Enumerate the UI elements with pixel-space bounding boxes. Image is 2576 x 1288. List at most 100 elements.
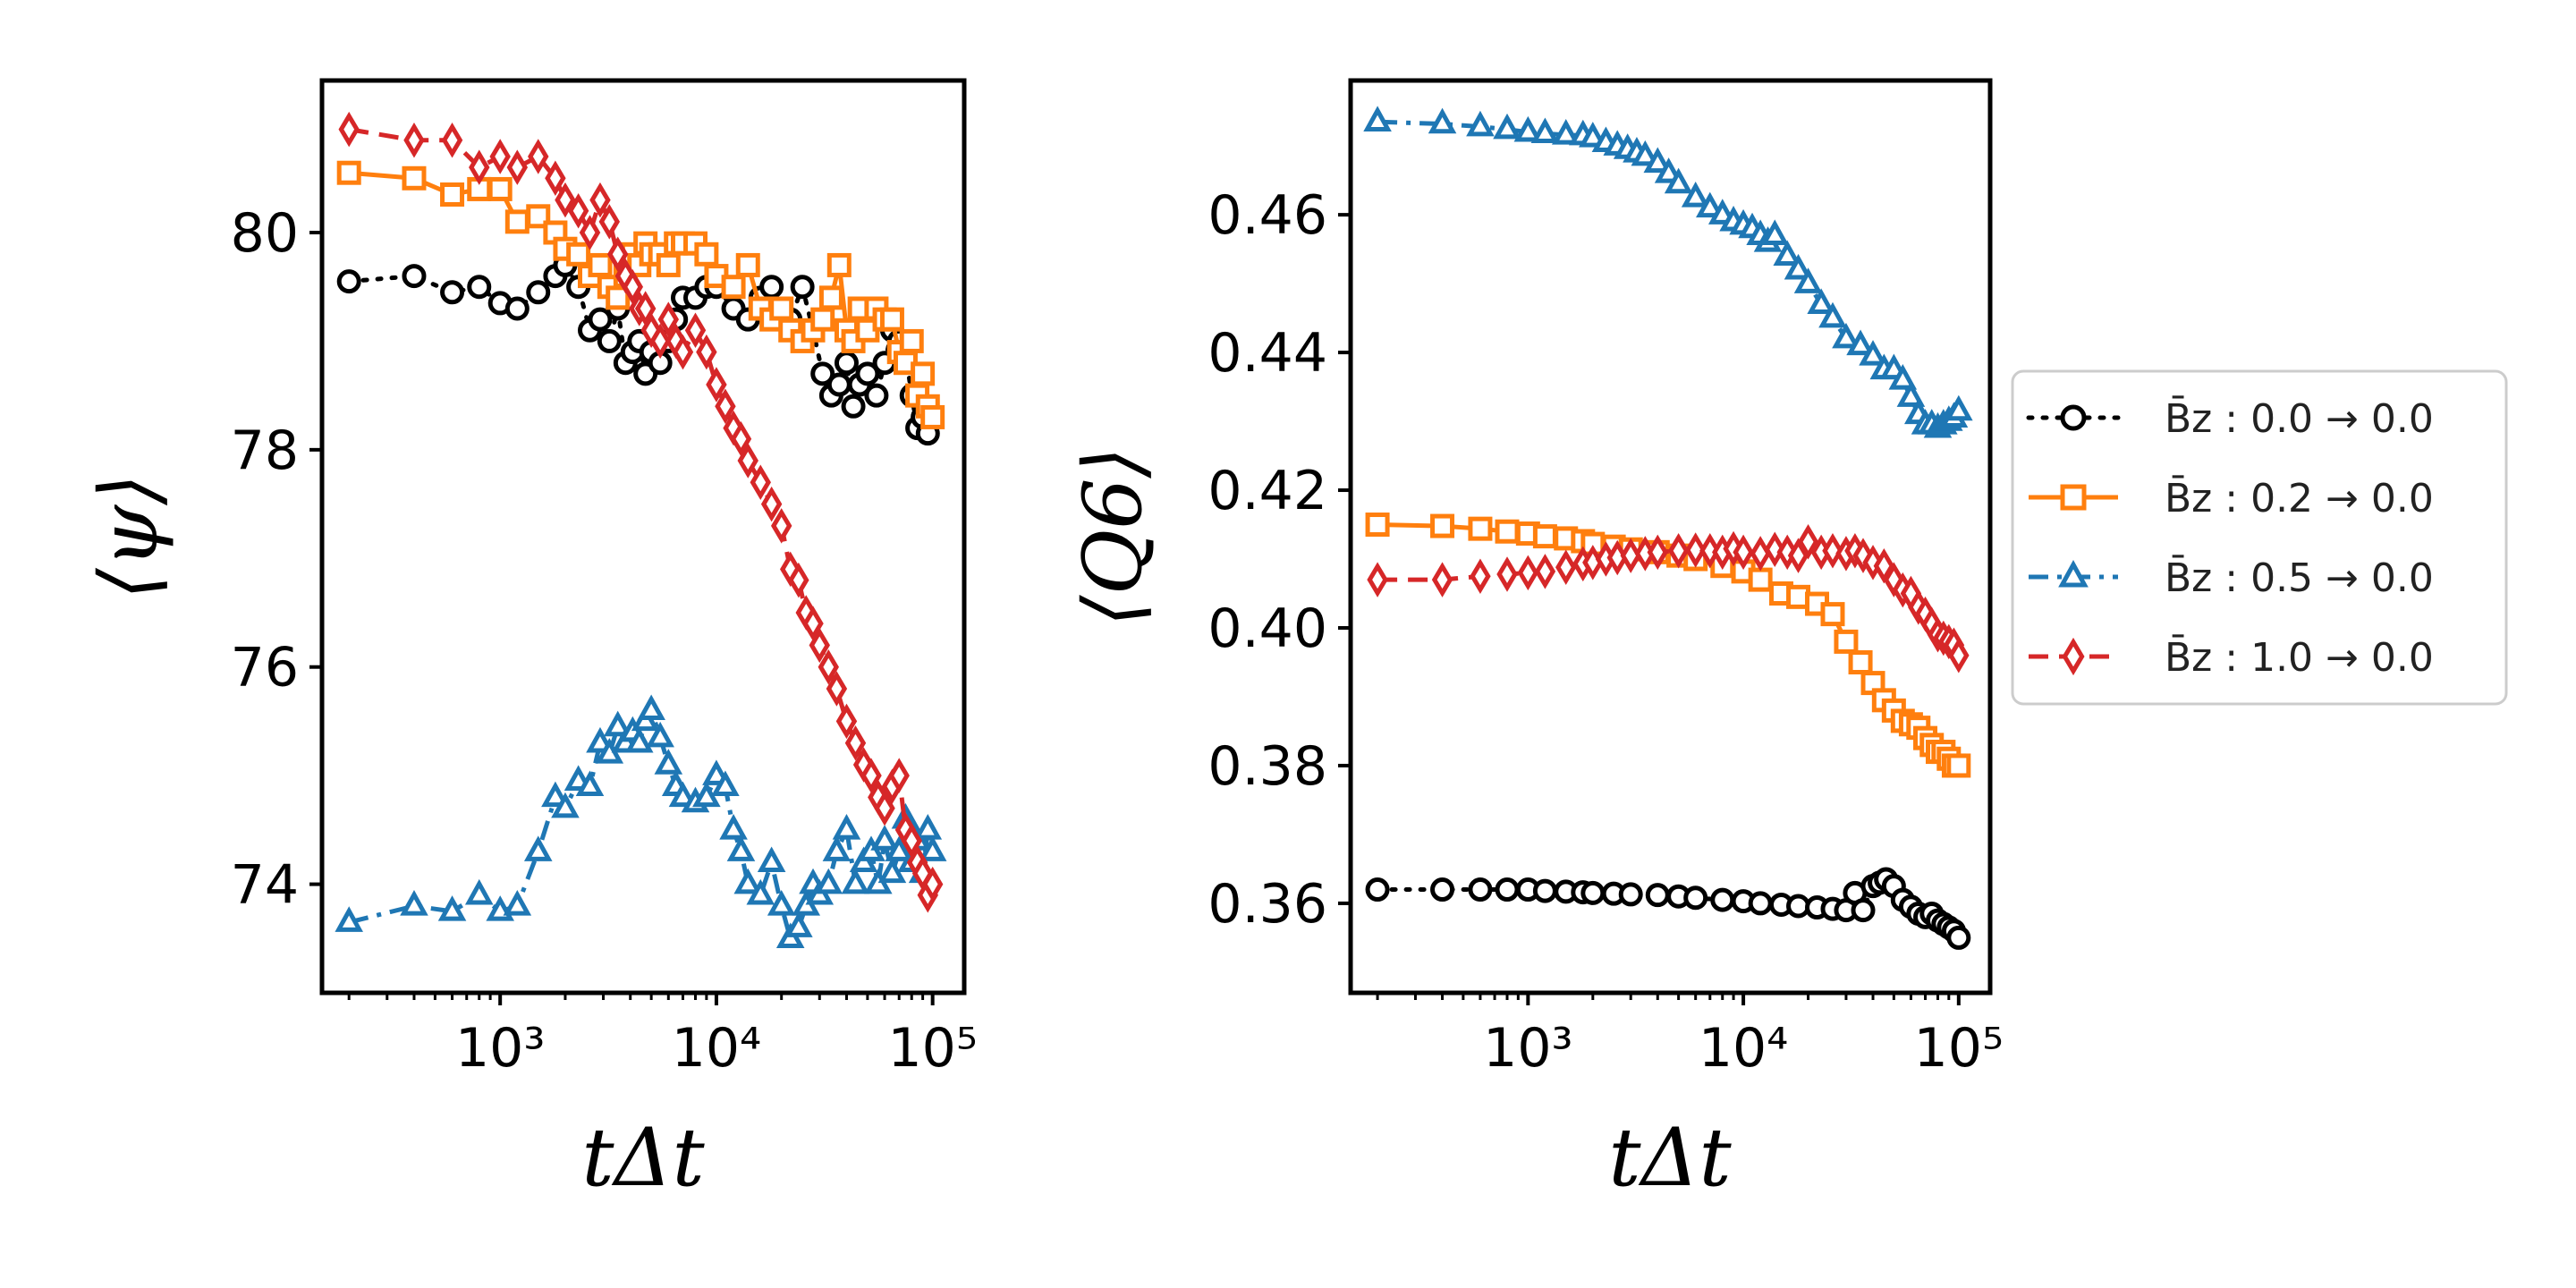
q6-point-b02	[1848, 649, 1873, 674]
q6-series-b05	[1363, 106, 1973, 438]
psi-point-b02	[879, 307, 904, 332]
psi-point-b00	[841, 394, 866, 419]
y-tick-label: 0.38	[1208, 735, 1327, 798]
psi-point-b10	[730, 420, 752, 457]
psi-point-b10	[506, 149, 529, 185]
psi-point-b05	[918, 835, 947, 861]
psi-point-b10	[835, 703, 858, 740]
q6-point-b05	[1579, 122, 1607, 148]
psi-point-b05	[822, 835, 852, 861]
psi-point-b05	[646, 721, 674, 748]
y-tick-label: 74	[231, 854, 299, 917]
psi-x-axis-label: tΔt	[581, 1111, 705, 1205]
q6-point-b02	[1834, 629, 1859, 654]
psi-point-b05	[746, 878, 775, 905]
q6-axes-frame	[1348, 78, 1993, 996]
y-tick-label: 0.40	[1208, 597, 1327, 660]
q6-point-b05	[1859, 340, 1887, 366]
q6-point-b05	[1513, 115, 1543, 142]
q6-point-b00	[1946, 925, 1971, 950]
legend-box	[2011, 369, 2508, 706]
psi-point-b00	[864, 383, 889, 408]
psi-point-b00	[597, 328, 622, 353]
q6-point-b05	[1530, 117, 1560, 144]
psi-point-b05	[726, 835, 756, 861]
legend-label-b10: B̄z : 1.0 → 0.0	[2165, 633, 2434, 681]
y-tick-label: 80	[231, 202, 299, 265]
legend-label-b02: B̄z : 0.2 → 0.0	[2165, 474, 2434, 521]
psi-point-b10	[860, 758, 882, 793]
q6-point-b10	[1647, 534, 1668, 571]
q6-plot-area	[1363, 106, 1973, 950]
q6-point-b00	[1851, 898, 1876, 923]
psi-point-b10	[403, 123, 425, 158]
q6-point-b00	[1645, 883, 1670, 908]
psi-point-b05	[335, 906, 363, 932]
q6-point-b05	[1664, 167, 1693, 194]
psi-point-b02	[656, 252, 681, 277]
psi-point-b02	[920, 404, 945, 429]
psi-point-b05	[913, 814, 943, 840]
q6-point-b10	[1948, 638, 1970, 674]
psi-point-b02	[826, 252, 852, 277]
q6-point-b10	[1517, 555, 1539, 591]
y-tick-label: 0.44	[1208, 322, 1327, 385]
psi-point-b05	[814, 868, 843, 894]
psi-plot-area	[335, 111, 947, 949]
q6-point-b05	[1363, 106, 1392, 131]
legend-label-b00: B̄z : 0.0 → 0.0	[2165, 394, 2434, 442]
legend: B̄z : 0.0 → 0.0 B̄z : 0.2 → 0.0 B̄z : 0.5 …	[2011, 369, 2508, 706]
psi-ticks: 10³ 10⁴ 10⁵ 74 76 78 80	[231, 202, 978, 1080]
psi-point-b05	[719, 814, 748, 840]
psi-point-b05	[757, 846, 786, 873]
psi-point-b00	[467, 275, 492, 300]
psi-point-b05	[877, 857, 907, 884]
q6-series-b10	[1367, 524, 1970, 674]
y-tick-label: 0.42	[1208, 460, 1327, 522]
psi-point-b10	[606, 236, 629, 273]
psi-point-b10	[901, 823, 922, 859]
psi-axes-frame	[319, 78, 967, 996]
legend-entry-b02: B̄z : 0.2 → 0.0	[2029, 474, 2434, 521]
q6-point-b05	[1760, 219, 1790, 245]
y-tick-label: 0.36	[1208, 873, 1327, 936]
x-tick-label: 10⁴	[1699, 1017, 1788, 1080]
psi-point-b02	[769, 296, 794, 321]
q6-point-b05	[1793, 267, 1823, 293]
psi-point-b10	[657, 301, 680, 337]
q6-point-b02	[1495, 519, 1520, 544]
q6-point-b10	[1470, 558, 1491, 595]
psi-point-b02	[721, 275, 746, 300]
q6-point-b05	[1654, 157, 1683, 183]
psi-point-b10	[338, 111, 360, 148]
legend-label-b05: B̄z : 0.5 → 0.0	[2165, 554, 2434, 601]
q6-point-b05	[1846, 329, 1875, 356]
q6-y-axis-label: ⟨Q6⟩	[1066, 446, 1160, 626]
psi-point-b05	[711, 770, 740, 797]
psi-point-b05	[437, 895, 467, 921]
psi-point-b10	[788, 562, 809, 598]
q6-point-b10	[1822, 533, 1843, 569]
legend-marker-b02	[2060, 484, 2087, 511]
q6-point-b05	[1888, 364, 1918, 390]
q6-point-b05	[1551, 118, 1580, 145]
psi-point-b02	[487, 176, 513, 201]
q6-point-b05	[1428, 107, 1457, 134]
y-tick-label: 76	[231, 637, 299, 699]
q6-point-b00	[1683, 886, 1708, 911]
q6-point-b00	[1532, 878, 1557, 903]
q6-point-b00	[1618, 882, 1643, 907]
q6-point-b05	[1773, 240, 1802, 267]
q6-point-b05	[1466, 110, 1495, 137]
psi-point-b10	[672, 334, 694, 370]
psi-point-b02	[526, 204, 551, 229]
psi-point-b05	[503, 890, 532, 916]
psi-point-b10	[545, 160, 566, 197]
legend-marker-b00	[2060, 404, 2087, 431]
legend-marker-b05	[2058, 560, 2089, 588]
psi-point-b02	[810, 307, 835, 332]
psi-point-b05	[523, 835, 553, 861]
psi-point-b10	[579, 215, 601, 250]
psi-point-b00	[810, 361, 835, 386]
psi-point-b02	[735, 252, 760, 277]
